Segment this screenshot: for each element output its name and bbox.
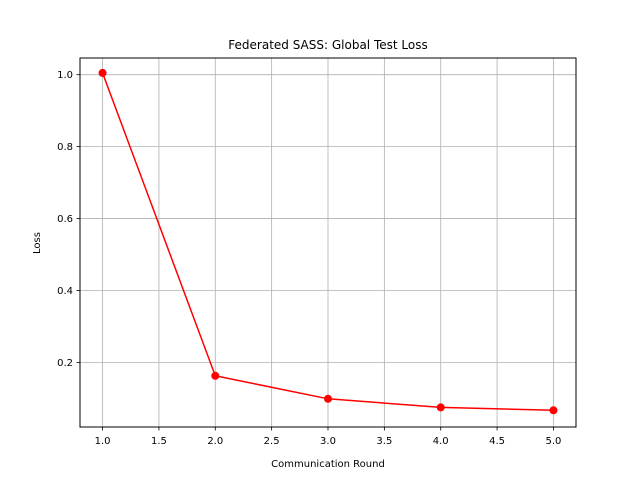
x-tick-label: 4.5 [489, 436, 505, 447]
grid [80, 58, 576, 427]
x-tick-label: 2.0 [207, 436, 223, 447]
plot-frame [79, 57, 577, 428]
axis-ticks: 1.0 1.5 2.0 2.5 3.0 3.5 4.0 4.5 5.0 0.2 0.4 0.6 0.8 1… [57, 70, 561, 447]
x-tick-label: 1.5 [151, 436, 167, 447]
loss-data-point [324, 394, 332, 403]
x-tick-label: 5.0 [546, 436, 562, 447]
x-tick-label: 1.0 [95, 436, 111, 447]
chart-title: Federated SASS: Global Test Loss [228, 38, 427, 52]
loss-data-point [211, 371, 220, 380]
y-axis-label: Loss [32, 232, 43, 254]
y-tick-label: 0.4 [57, 286, 73, 297]
loss-data-point [98, 68, 107, 77]
x-tick-label: 3.0 [320, 436, 336, 447]
x-tick-label: 3.5 [376, 436, 392, 447]
y-tick-label: 0.8 [57, 142, 73, 153]
x-axis-label: Communication Round [271, 459, 385, 470]
loss-data-point [549, 406, 558, 415]
y-tick-label: 1.0 [57, 70, 73, 81]
loss-data-point [436, 403, 445, 412]
x-tick-label: 2.5 [264, 436, 280, 447]
y-tick-label: 0.6 [57, 214, 73, 225]
series-layer [98, 68, 558, 415]
x-tick-label: 4.0 [433, 436, 449, 447]
y-tick-label: 0.2 [57, 358, 73, 369]
